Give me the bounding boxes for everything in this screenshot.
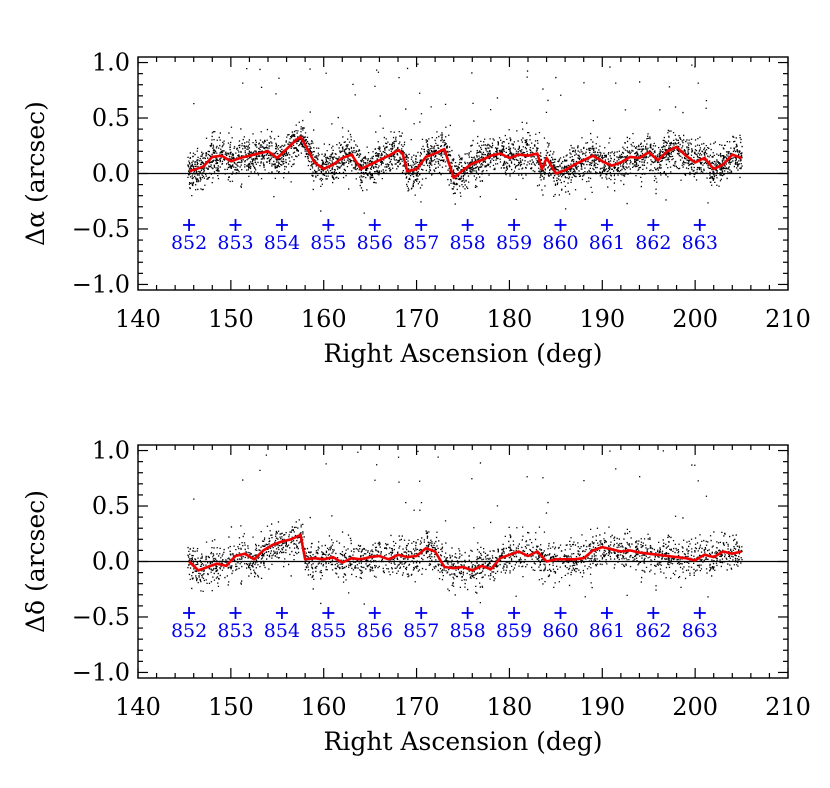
run-label: 862 bbox=[635, 232, 671, 254]
run-label: 859 bbox=[496, 620, 532, 642]
y-tick-label: 0.5 bbox=[92, 492, 130, 520]
run-label: 855 bbox=[310, 232, 346, 254]
run-marker-859: 859 bbox=[496, 218, 532, 254]
run-label: 861 bbox=[589, 620, 625, 642]
run-label: 859 bbox=[496, 232, 532, 254]
run-label: 863 bbox=[682, 232, 718, 254]
x-tick-label: 140 bbox=[115, 693, 161, 721]
run-marker-863: 863 bbox=[682, 606, 718, 642]
run-marker-861: 861 bbox=[589, 606, 625, 642]
y-tick-label: 0.5 bbox=[92, 104, 130, 132]
x-axis-title: Right Ascension (deg) bbox=[324, 339, 603, 368]
run-marker-858: 858 bbox=[450, 606, 486, 642]
running-mean-line bbox=[188, 533, 742, 572]
run-marker-863: 863 bbox=[682, 218, 718, 254]
y-axis-title: Δα (arcsec) bbox=[21, 101, 50, 246]
y-tick-label: 0.0 bbox=[92, 160, 130, 188]
x-tick-label: 210 bbox=[765, 305, 811, 333]
run-label: 860 bbox=[542, 620, 578, 642]
run-marker-857: 857 bbox=[403, 606, 439, 642]
run-marker-857: 857 bbox=[403, 218, 439, 254]
run-marker-856: 856 bbox=[357, 218, 393, 254]
run-label: 852 bbox=[171, 232, 207, 254]
x-tick-label: 140 bbox=[115, 305, 161, 333]
run-label: 858 bbox=[450, 620, 486, 642]
run-marker-855: 855 bbox=[310, 606, 346, 642]
y-tick-label: −0.5 bbox=[72, 603, 130, 631]
y-axis-title: Δδ (arcsec) bbox=[21, 490, 50, 633]
x-tick-label: 190 bbox=[579, 305, 625, 333]
y-tick-label: 1.0 bbox=[92, 437, 130, 465]
scatter-point-cloud bbox=[187, 63, 743, 214]
x-tick-label: 180 bbox=[487, 305, 533, 333]
run-marker-853: 853 bbox=[217, 606, 254, 642]
y-axis: 1.0 0.5 0.0 −0.5 −1.0 bbox=[72, 49, 788, 298]
run-marker-862: 862 bbox=[635, 218, 671, 254]
run-label: 860 bbox=[542, 232, 578, 254]
x-tick-label: 190 bbox=[579, 693, 625, 721]
y-tick-label: −0.5 bbox=[72, 215, 130, 243]
run-label: 857 bbox=[403, 620, 439, 642]
run-marker-853: 853 bbox=[217, 218, 254, 254]
x-tick-label: 170 bbox=[394, 305, 440, 333]
run-label: 853 bbox=[217, 232, 253, 254]
y-tick-label: 0.0 bbox=[92, 548, 130, 576]
run-marker-862: 862 bbox=[635, 606, 671, 642]
scatter-point-cloud bbox=[187, 450, 743, 605]
run-label: 862 bbox=[635, 620, 671, 642]
y-tick-label: 1.0 bbox=[92, 49, 130, 77]
x-tick-label: 150 bbox=[208, 693, 254, 721]
run-marker-858: 858 bbox=[450, 218, 486, 254]
run-label: 854 bbox=[264, 232, 300, 254]
scatter-points bbox=[187, 63, 743, 214]
run-label: 857 bbox=[403, 232, 439, 254]
x-axis: 140 150 160 170 180 190 200 210 bbox=[115, 57, 811, 333]
run-marker-861: 861 bbox=[589, 218, 625, 254]
run-marker-860: 860 bbox=[542, 606, 579, 642]
run-label: 858 bbox=[450, 232, 486, 254]
running-mean-line bbox=[188, 135, 743, 180]
run-label: 853 bbox=[217, 620, 253, 642]
x-tick-label: 180 bbox=[487, 693, 533, 721]
run-label: 863 bbox=[682, 620, 718, 642]
run-label: 856 bbox=[357, 620, 393, 642]
x-axis: 140 150 160 170 180 190 200 210 bbox=[115, 445, 811, 721]
run-marker-854: 854 bbox=[264, 606, 300, 642]
x-tick-label: 200 bbox=[672, 693, 718, 721]
run-marker-856: 856 bbox=[357, 606, 393, 642]
run-marker-852: 852 bbox=[171, 218, 207, 254]
x-tick-label: 170 bbox=[394, 693, 440, 721]
x-tick-label: 210 bbox=[765, 693, 811, 721]
x-tick-label: 160 bbox=[301, 305, 347, 333]
run-marker-855: 855 bbox=[310, 218, 346, 254]
run-marker-852: 852 bbox=[171, 606, 207, 642]
run-marker-854: 854 bbox=[264, 218, 300, 254]
y-axis: 1.0 0.5 0.0 −0.5 −1.0 bbox=[72, 437, 788, 686]
run-label: 855 bbox=[310, 620, 346, 642]
scatter-points bbox=[187, 450, 743, 605]
x-tick-label: 150 bbox=[208, 305, 254, 333]
x-tick-label: 160 bbox=[301, 693, 347, 721]
x-axis-title: Right Ascension (deg) bbox=[324, 727, 603, 756]
run-label: 854 bbox=[264, 620, 300, 642]
run-marker-860: 860 bbox=[542, 218, 579, 254]
run-label: 856 bbox=[357, 232, 393, 254]
x-tick-label: 200 bbox=[672, 305, 718, 333]
run-label: 852 bbox=[171, 620, 207, 642]
y-tick-label: −1.0 bbox=[72, 658, 130, 686]
run-label: 861 bbox=[589, 232, 625, 254]
y-tick-label: −1.0 bbox=[72, 270, 130, 298]
run-marker-859: 859 bbox=[496, 606, 532, 642]
